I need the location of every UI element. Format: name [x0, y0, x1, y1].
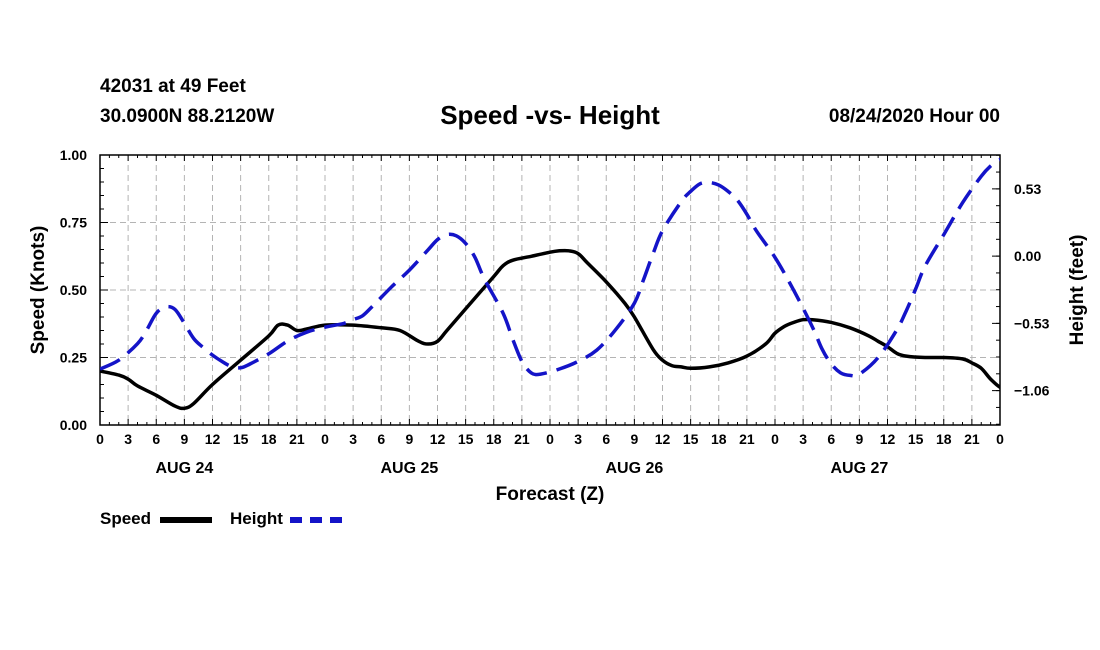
y-left-tick-label: 0.75	[60, 215, 87, 231]
day-label: AUG 26	[605, 460, 663, 477]
y-left-tick-label: 0.00	[60, 417, 87, 433]
x-tick-label: 21	[964, 431, 980, 447]
x-tick-label: 3	[349, 431, 357, 447]
x-tick-label: 18	[486, 431, 502, 447]
x-tick-label: 21	[739, 431, 755, 447]
x-tick-label: 3	[124, 431, 132, 447]
x-tick-label: 21	[289, 431, 305, 447]
y-left-axis-title: Speed (Knots)	[28, 226, 49, 355]
station-label: 42031 at 49 Feet	[100, 76, 246, 97]
y-left-tick-label: 0.25	[60, 350, 87, 366]
y-right-axis-title: Height (feet)	[1067, 235, 1088, 346]
legend-speed-swatch	[160, 517, 212, 523]
y-right-tick-label: 0.53	[1014, 181, 1041, 197]
x-tick-label: 9	[180, 431, 188, 447]
x-tick-label: 18	[711, 431, 727, 447]
x-tick-label: 9	[630, 431, 638, 447]
legend-height-label: Height	[230, 509, 283, 528]
day-label: AUG 24	[155, 460, 213, 477]
x-tick-label: 3	[574, 431, 582, 447]
y-right-tick-label: −1.06	[1014, 383, 1050, 399]
x-tick-label: 0	[321, 431, 329, 447]
day-label: AUG 27	[830, 460, 888, 477]
coordinates-label: 30.0900N 88.2120W	[100, 106, 275, 127]
x-tick-label: 18	[936, 431, 952, 447]
series-line-speed	[100, 248, 1000, 411]
y-left-tick-label: 0.50	[60, 282, 87, 298]
x-tick-label: 18	[261, 431, 277, 447]
x-tick-label: 0	[546, 431, 554, 447]
series-group	[100, 157, 1000, 411]
x-tick-label: 9	[855, 431, 863, 447]
legend-height-swatch	[290, 517, 342, 523]
x-tick-label: 15	[458, 431, 474, 447]
y-right-tick-label: 0.00	[1014, 248, 1041, 264]
x-tick-label: 21	[514, 431, 530, 447]
series-line-height	[100, 157, 1000, 378]
x-tick-label: 12	[655, 431, 671, 447]
x-tick-label: 6	[152, 431, 160, 447]
legend-speed-label: Speed	[100, 509, 152, 528]
x-tick-label: 0	[771, 431, 779, 447]
x-tick-label: 6	[377, 431, 385, 447]
x-tick-label: 6	[827, 431, 835, 447]
x-tick-label: 0	[996, 431, 1004, 447]
x-tick-label: 12	[430, 431, 446, 447]
y-right-tick-label: −0.53	[1014, 315, 1050, 331]
forecast-date-label: 08/24/2020 Hour 00	[828, 106, 1000, 127]
x-tick-label: 15	[683, 431, 699, 447]
chart-title: Speed -vs- Height	[440, 100, 660, 130]
plot-frame	[99, 154, 1001, 426]
y-left-tick-label: 1.00	[60, 147, 87, 163]
x-tick-label: 3	[799, 431, 807, 447]
x-tick-label: 12	[205, 431, 221, 447]
x-tick-label: 6	[602, 431, 610, 447]
day-label: AUG 25	[380, 460, 438, 477]
x-axis-title: Forecast (Z)	[496, 484, 605, 505]
x-tick-label: 9	[405, 431, 413, 447]
x-tick-label: 15	[908, 431, 924, 447]
x-tick-label: 12	[880, 431, 896, 447]
x-tick-label: 0	[96, 431, 104, 447]
x-tick-label: 15	[233, 431, 249, 447]
